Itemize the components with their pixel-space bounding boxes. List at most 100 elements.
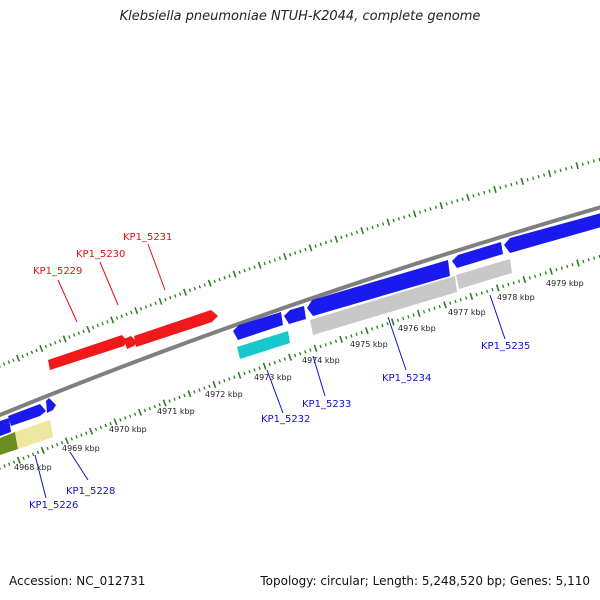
tick-label: 4976 kbp: [398, 324, 436, 333]
tick-mark: [223, 276, 226, 280]
tick-mark: [464, 296, 468, 300]
tick-mark: [183, 288, 187, 296]
tick-mark: [173, 397, 176, 401]
tick-mark: [119, 418, 122, 422]
gene-label-kp1-5228[interactable]: KP1_5228: [66, 486, 115, 497]
tick-mark: [237, 371, 242, 379]
gene-feature-blue-r3[interactable]: [307, 260, 450, 316]
gene-label-kp1-5231[interactable]: KP1_5231: [123, 232, 172, 243]
tick-mark: [587, 258, 590, 262]
tick-mark: [178, 292, 182, 296]
tick-mark: [314, 244, 317, 248]
tick-mark: [319, 242, 322, 247]
tick-mark: [429, 207, 432, 211]
gene-label-kp1-5232[interactable]: KP1_5232: [261, 414, 310, 425]
tick-mark: [188, 288, 192, 293]
tick-mark: [350, 334, 353, 338]
tick-mark: [248, 267, 251, 271]
tick-mark: [408, 213, 411, 218]
gene-feature-kp1-5226[interactable]: [15, 420, 53, 449]
tick-mark: [477, 192, 480, 196]
tick-mark: [104, 423, 107, 428]
gene-feature-blue-r4[interactable]: [452, 242, 503, 268]
tick-mark: [433, 306, 436, 310]
tick-mark: [539, 272, 542, 277]
tick-mark: [7, 360, 11, 364]
gene-label-kp1-5233[interactable]: KP1_5233: [302, 399, 351, 410]
tick-mark: [106, 320, 109, 324]
tick-mark: [565, 167, 568, 171]
tick-mark: [278, 359, 281, 363]
tick-mark: [512, 281, 515, 285]
genome-summary-text: Topology: circular; Length: 5,248,520 bp…: [260, 574, 590, 588]
tick-mark: [449, 301, 452, 305]
gene-feature-blue-f1[interactable]: [8, 404, 46, 426]
tick-mark: [288, 253, 292, 257]
tick-mark: [31, 452, 35, 457]
gene-feature-kp1-5232[interactable]: [237, 331, 290, 359]
tick-mark: [304, 350, 307, 354]
tick-mark: [386, 218, 391, 226]
genome-backbone: [0, 205, 600, 418]
gene-feature-blue-f2[interactable]: [46, 398, 56, 413]
tick-mark: [293, 353, 297, 358]
tick-mark: [149, 303, 152, 307]
tick-mark: [445, 202, 448, 206]
tick-mark: [396, 318, 400, 322]
tick-mark: [461, 197, 464, 201]
tick-mark: [283, 252, 287, 261]
tick-mark: [238, 270, 241, 275]
gene-label-kp1-5226[interactable]: KP1_5226: [29, 500, 78, 511]
tick-mark: [324, 240, 328, 245]
tick-mark: [203, 386, 206, 390]
accession-text: Accession: NC_012731: [9, 574, 146, 588]
tick-mark: [39, 344, 44, 353]
tick-mark: [148, 406, 152, 411]
gene-feature-olive[interactable]: [0, 432, 18, 455]
gene-feature-blue-r2[interactable]: [284, 306, 306, 324]
gene-feature-blue-r5[interactable]: [504, 212, 600, 253]
tick-mark: [3, 464, 6, 468]
tick-mark: [268, 362, 271, 367]
leader-kp1-5229: [57, 279, 78, 323]
gene-label-kp1-5230[interactable]: KP1_5230: [76, 249, 125, 260]
gene-feature-blue-r6[interactable]: [0, 418, 11, 436]
tick-mark: [72, 333, 76, 337]
tick-mark: [493, 185, 497, 193]
gene-feature-grey-r2[interactable]: [456, 259, 512, 289]
gene-label-kp1-5235[interactable]: KP1_5235: [481, 341, 530, 352]
tick-mark: [547, 169, 552, 178]
tick-mark: [54, 341, 57, 345]
tick-mark: [94, 427, 98, 432]
gene-feature-blue-r1[interactable]: [233, 312, 283, 340]
tick-mark: [143, 408, 147, 413]
gene-feature-kp1-5231[interactable]: [134, 310, 218, 347]
tick-mark: [162, 399, 167, 407]
tick-mark: [75, 435, 78, 439]
tick-mark: [554, 170, 557, 174]
tick-mark: [8, 462, 11, 466]
tick-mark: [262, 362, 267, 370]
gene-feature-kp1-5234[interactable]: [310, 276, 457, 335]
gene-feature-kp1-5230[interactable]: [124, 336, 137, 349]
tick-mark: [110, 316, 115, 324]
gene-feature-kp1-5229[interactable]: [48, 335, 127, 370]
tick-mark: [263, 261, 266, 266]
tick-mark: [243, 371, 246, 376]
tick-mark: [370, 327, 374, 331]
leader-kp1-5231: [147, 243, 166, 291]
tick-mark: [294, 251, 297, 255]
leader-kp1-5235: [489, 294, 506, 340]
tick-mark: [299, 249, 302, 253]
tick-mark: [319, 344, 322, 349]
tick-mark: [243, 268, 246, 273]
tick-mark: [213, 279, 216, 284]
tick-mark: [49, 342, 52, 347]
tick-mark: [339, 335, 344, 344]
tick-mark: [208, 384, 211, 388]
gene-label-kp1-5234[interactable]: KP1_5234: [382, 373, 431, 384]
tick-mark: [203, 283, 206, 287]
gene-label-kp1-5229[interactable]: KP1_5229: [33, 266, 82, 277]
tick-mark: [504, 184, 507, 188]
tick-mark: [501, 284, 505, 288]
